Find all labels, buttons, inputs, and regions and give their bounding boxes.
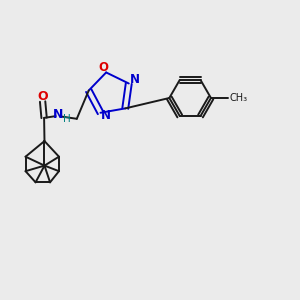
Text: O: O	[37, 90, 48, 103]
Text: O: O	[99, 61, 109, 74]
Text: CH₃: CH₃	[230, 93, 248, 103]
Text: N: N	[101, 109, 111, 122]
Text: H: H	[63, 114, 71, 124]
Text: N: N	[130, 74, 140, 86]
Text: N: N	[53, 107, 63, 121]
